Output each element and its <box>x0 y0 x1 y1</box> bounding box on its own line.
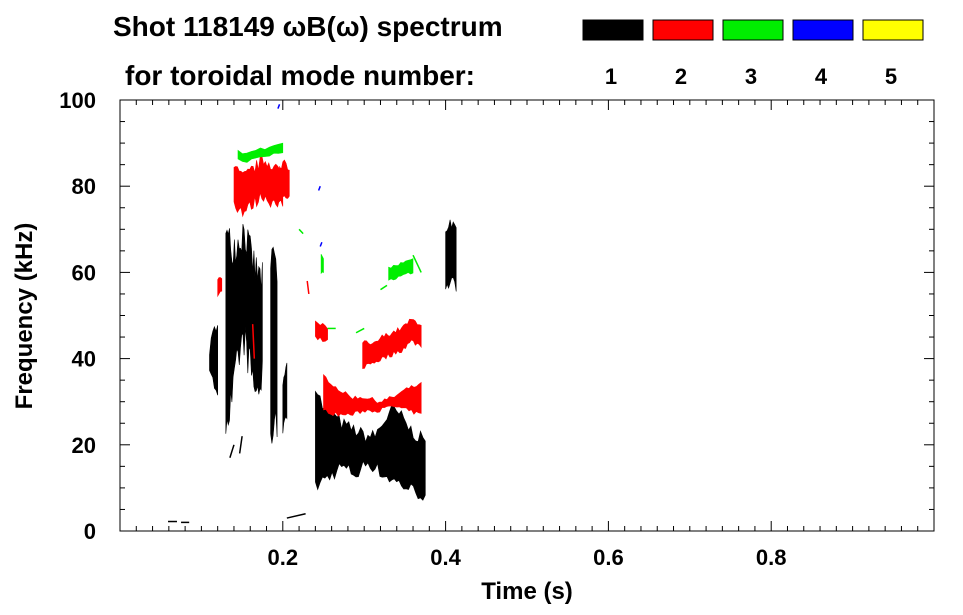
band-n=2-2 <box>233 155 284 218</box>
segment-n=4-0 <box>277 104 281 109</box>
y-axis-label: Frequency (kHz) <box>11 223 38 410</box>
plot-data <box>168 104 457 524</box>
x-axis-label: Time (s) <box>481 578 573 605</box>
band-n=1-5 <box>445 219 457 292</box>
segment-n=2-1 <box>306 280 310 295</box>
chart-title-line1: Shot 118149 ωB(ω) spectrum <box>113 11 503 42</box>
segment-n=4-1 <box>317 185 321 191</box>
band-n=2-5 <box>217 277 223 298</box>
legend-label-5: 5 <box>885 64 897 89</box>
legend-label-2: 2 <box>675 64 687 89</box>
series-n=2 <box>217 155 422 417</box>
band-n=2-3 <box>279 159 290 203</box>
band-n=3-0 <box>388 258 414 281</box>
segment-n=2-0 <box>251 324 256 359</box>
band-n=1-1 <box>209 325 218 396</box>
band-n=1-3 <box>270 246 278 444</box>
legend-label-3: 3 <box>745 64 757 89</box>
legend-swatch-1 <box>582 19 644 41</box>
segment-n=1-4 <box>238 436 243 454</box>
legend-label-1: 1 <box>605 64 617 89</box>
segment-n=4-2 <box>319 241 323 247</box>
legend-swatch-5 <box>862 19 924 41</box>
segment-n=1-2 <box>286 513 306 519</box>
x-tick-label: 0.6 <box>593 545 624 570</box>
band-n=2-4 <box>315 320 328 342</box>
legend-label-4: 4 <box>815 64 828 89</box>
chart-title-line2: for toroidal mode number: <box>125 60 475 91</box>
band-n=3-1 <box>320 254 324 275</box>
band-n=2-0 <box>323 373 422 417</box>
x-tick-label: 0.2 <box>268 545 299 570</box>
y-tick-label: 80 <box>72 174 96 199</box>
legend-swatch-3 <box>722 19 784 41</box>
axis-ticks <box>120 99 934 532</box>
segment-n=3-0 <box>380 284 388 291</box>
y-tick-label: 100 <box>59 88 96 113</box>
segment-n=3-4 <box>298 228 304 235</box>
x-tick-label: 0.8 <box>756 545 787 570</box>
y-tick-label: 20 <box>72 433 96 458</box>
series-n=3 <box>237 142 422 334</box>
segment-n=3-3 <box>412 254 422 273</box>
band-n=1-4 <box>282 362 288 434</box>
segment-n=3-2 <box>355 327 365 334</box>
segment-n=1-3 <box>229 444 235 458</box>
band-n=1-2 <box>225 224 263 434</box>
y-tick-label: 0 <box>84 519 96 544</box>
band-n=1-0 <box>315 390 426 501</box>
legend-swatch-2 <box>652 19 714 41</box>
band-n=2-1 <box>362 318 422 369</box>
series-n=1 <box>168 219 457 524</box>
band-n=3-2 <box>237 142 284 163</box>
y-tick-label: 60 <box>72 260 96 285</box>
y-tick-labels: 0 20 40 60 80 100 <box>59 88 96 544</box>
y-tick-label: 40 <box>72 347 96 372</box>
series-n=4 <box>277 104 323 247</box>
legend-swatch-4 <box>792 19 854 41</box>
x-tick-label: 0.4 <box>430 545 461 570</box>
legend: 1 2 3 4 5 <box>582 19 924 89</box>
x-tick-labels: 0.2 0.4 0.6 0.8 <box>268 545 787 570</box>
